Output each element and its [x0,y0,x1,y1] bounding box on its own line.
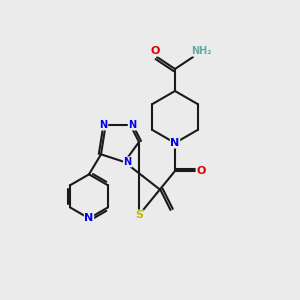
Text: O: O [150,46,160,56]
Text: N: N [100,120,108,130]
Text: O: O [196,166,206,176]
Text: N: N [123,157,132,167]
Text: N: N [84,213,94,223]
Text: N: N [170,138,180,148]
Text: NH₂: NH₂ [191,46,211,56]
Text: S: S [135,210,143,220]
Text: N: N [128,120,136,130]
